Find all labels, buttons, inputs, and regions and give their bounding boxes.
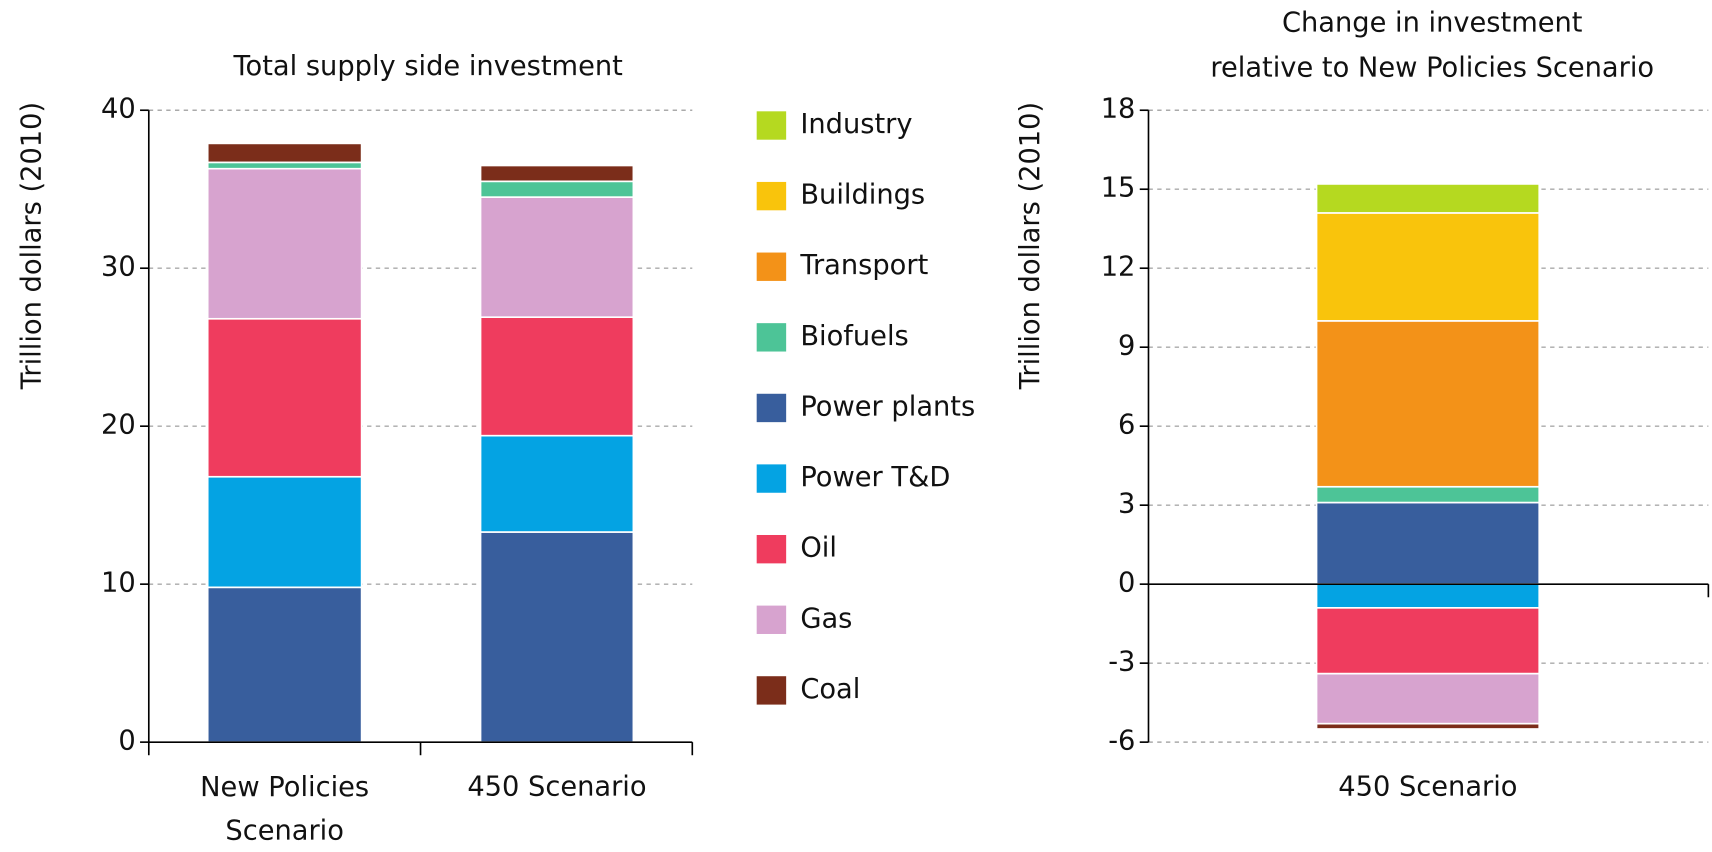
bar-segment (206, 586, 363, 743)
legend-label: Oil (800, 533, 837, 564)
legend-label: Buildings (800, 180, 925, 211)
legend-label: Transport (799, 250, 928, 281)
bar-segment (479, 164, 635, 183)
bar-segment (479, 316, 635, 437)
y-tick-label: 10 (101, 568, 136, 599)
y-tick-label: 40 (101, 94, 136, 125)
bar-segment (1315, 212, 1541, 322)
chart-title: Change in investment (1282, 8, 1583, 39)
y-axis-label: Trillion dollars (2010) (1015, 102, 1046, 390)
bar-segment (206, 161, 363, 170)
bar-segment (206, 167, 363, 320)
bar-segment (479, 531, 635, 743)
chart-title: Total supply side investment (233, 51, 624, 82)
bar-segment (206, 475, 363, 589)
legend-swatch (756, 393, 787, 423)
x-tick-label: 450 Scenario (467, 771, 646, 802)
y-tick-label: -3 (1108, 647, 1135, 678)
legend-swatch (756, 323, 787, 352)
bar-segment (1315, 183, 1541, 214)
legend-swatch (756, 534, 787, 564)
legend-label: Biofuels (800, 321, 908, 352)
y-tick-label: 9 (1118, 331, 1135, 362)
y-tick-label: 20 (101, 410, 136, 441)
bar-segment (206, 317, 363, 478)
bar-segment (1315, 583, 1541, 609)
y-axis-label: Trillion dollars (2010) (17, 102, 48, 390)
legend-swatch (756, 464, 787, 493)
chart-title: relative to New Policies Scenario (1210, 52, 1654, 83)
bar-segment (479, 434, 635, 533)
legend-label: Power plants (800, 391, 975, 422)
y-tick-label: 6 (1118, 410, 1135, 441)
x-tick-label: 450 Scenario (1338, 771, 1517, 802)
y-tick-label: 12 (1101, 252, 1136, 283)
y-tick-label: 30 (101, 252, 136, 283)
bar-segment (1315, 485, 1541, 504)
y-tick-label: -6 (1108, 726, 1135, 757)
y-tick-label: 18 (1101, 94, 1136, 125)
y-tick-label: 0 (1118, 568, 1135, 599)
bar-segment (206, 142, 363, 164)
legend-label: Industry (800, 109, 912, 140)
legend-swatch (756, 181, 787, 211)
bar-segment (1315, 320, 1541, 488)
legend-label: Power T&D (800, 462, 950, 493)
bar-segment (479, 196, 635, 318)
x-tick-label: New Policies Scenario (200, 771, 369, 846)
legend-label: Gas (800, 603, 852, 634)
y-tick-label: 3 (1118, 489, 1135, 520)
legend-label: Coal (800, 674, 860, 705)
bar-segment (1315, 501, 1541, 585)
legend-swatch (756, 111, 787, 140)
bar-segment (1315, 672, 1541, 725)
bar-segment (1315, 607, 1541, 675)
legend-swatch (756, 605, 787, 634)
bar-segment (479, 180, 635, 198)
y-tick-label: 15 (1101, 173, 1136, 204)
y-tick-label: 0 (118, 726, 135, 757)
legend-swatch (756, 676, 787, 705)
legend-swatch (756, 252, 787, 281)
bar-segment (1315, 722, 1541, 730)
